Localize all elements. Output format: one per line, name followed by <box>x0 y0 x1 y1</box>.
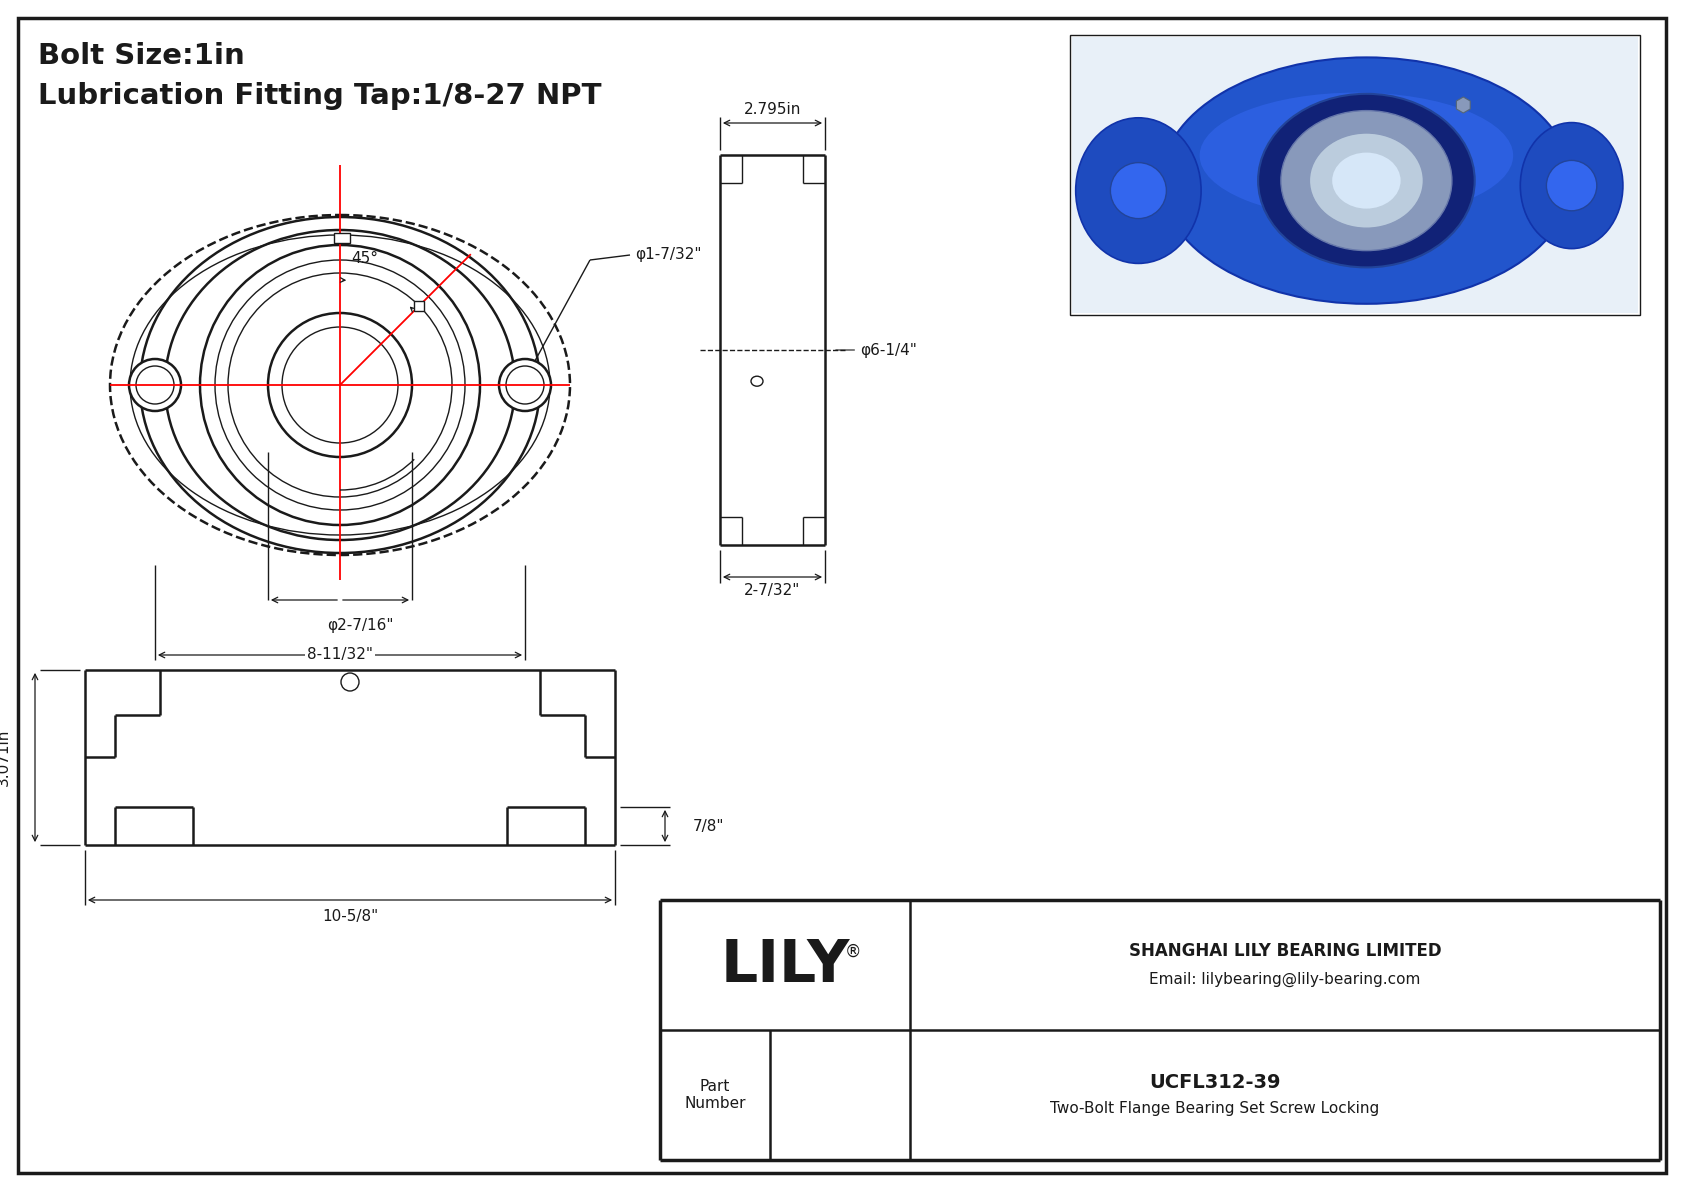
Bar <box>1073 37 1639 313</box>
Circle shape <box>1546 161 1596 211</box>
Bar <box>1069 35 1640 314</box>
Text: 8-11/32": 8-11/32" <box>306 648 372 662</box>
Circle shape <box>498 358 551 411</box>
Text: 2-7/32": 2-7/32" <box>744 584 800 599</box>
Ellipse shape <box>1521 123 1623 249</box>
Text: φ6-1/4": φ6-1/4" <box>835 343 916 357</box>
Text: 10-5/8": 10-5/8" <box>322 909 379 923</box>
Ellipse shape <box>1076 118 1201 263</box>
Ellipse shape <box>1310 133 1423 229</box>
Circle shape <box>1110 163 1167 219</box>
Text: Part
Number: Part Number <box>684 1079 746 1111</box>
Text: 45°: 45° <box>350 250 377 266</box>
Ellipse shape <box>1199 93 1514 219</box>
Ellipse shape <box>1332 152 1401 208</box>
Ellipse shape <box>1162 57 1571 304</box>
Ellipse shape <box>1258 94 1475 268</box>
Text: Lubrication Fitting Tap:1/8-27 NPT: Lubrication Fitting Tap:1/8-27 NPT <box>39 82 601 110</box>
Text: 2.795in: 2.795in <box>744 101 802 117</box>
Text: Two-Bolt Flange Bearing Set Screw Locking: Two-Bolt Flange Bearing Set Screw Lockin… <box>1051 1100 1379 1116</box>
Text: SHANGHAI LILY BEARING LIMITED: SHANGHAI LILY BEARING LIMITED <box>1128 942 1442 960</box>
Text: φ1-7/32": φ1-7/32" <box>635 248 702 262</box>
Text: Bolt Size:1in: Bolt Size:1in <box>39 42 244 70</box>
Ellipse shape <box>1282 111 1452 250</box>
Text: LILY: LILY <box>721 936 850 993</box>
Text: Email: lilybearing@lily-bearing.com: Email: lilybearing@lily-bearing.com <box>1148 972 1421 986</box>
Bar <box>333 233 350 243</box>
Text: ®: ® <box>845 943 862 961</box>
Text: 3.071in: 3.071in <box>0 729 10 786</box>
Text: 7/8": 7/8" <box>694 818 724 834</box>
Text: UCFL312-39: UCFL312-39 <box>1148 1073 1282 1091</box>
Text: φ2-7/16": φ2-7/16" <box>327 618 394 632</box>
Bar <box>414 301 424 311</box>
Circle shape <box>130 358 180 411</box>
